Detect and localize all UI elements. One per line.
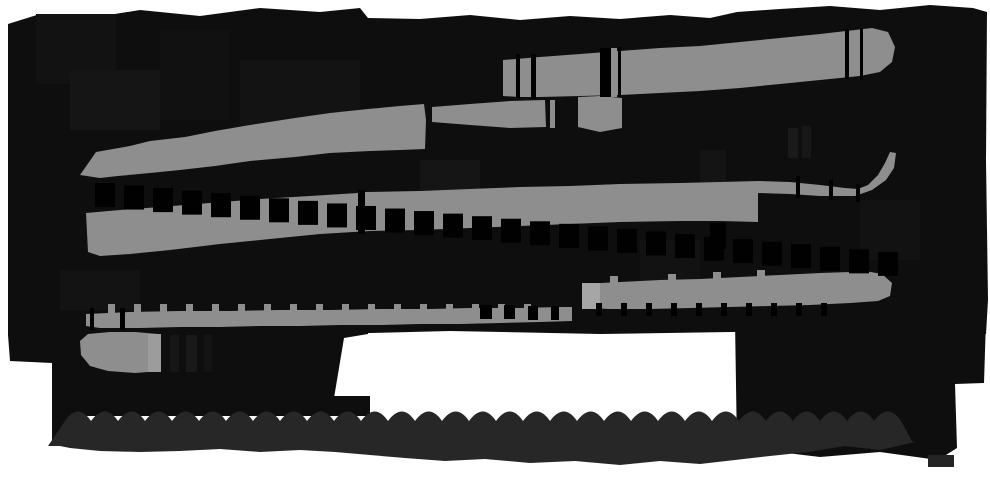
band-bottom-tick (746, 303, 752, 316)
band-accent (550, 100, 555, 128)
band-break-bar (710, 223, 726, 249)
dash-segment (124, 185, 144, 210)
band-break-bar (531, 54, 536, 99)
band-accent (610, 276, 618, 284)
band-accent (757, 270, 765, 278)
band-break-bar (796, 176, 800, 198)
dash-segment (733, 239, 753, 264)
band-break-bar (618, 47, 621, 97)
dash-segment (675, 234, 695, 259)
band-top-tick (186, 304, 193, 314)
dash-segment (762, 241, 782, 266)
dash-segment (95, 183, 115, 207)
band-break-bar (600, 48, 611, 97)
dash-segment (472, 216, 492, 241)
band-bottom-tick (721, 303, 727, 316)
band-bottom-tick (646, 303, 652, 316)
band-break-bar (120, 308, 125, 330)
band-break-bar (551, 306, 559, 320)
band-accent (668, 274, 676, 282)
band-upper-left-tail (578, 96, 622, 132)
band-break-bar (845, 29, 849, 79)
dash-segment (646, 231, 666, 256)
band-break-bar (528, 306, 538, 320)
band-top-tick (238, 304, 245, 314)
band-bottom-tick (796, 303, 802, 316)
dash-segment (414, 211, 434, 236)
dash-segment (211, 193, 231, 218)
background-texture (36, 14, 920, 372)
dash-segment (153, 188, 173, 213)
band-break-bar (856, 184, 860, 202)
dash-segment (269, 198, 289, 223)
dash-segment (240, 195, 260, 220)
band-low-left-blob (80, 332, 161, 373)
band-top-tick (134, 304, 141, 314)
band-breaks (90, 28, 863, 330)
dash-segment (559, 223, 579, 248)
band-upper-left (80, 104, 426, 178)
dash-segment (298, 200, 318, 225)
dash-segment (849, 249, 869, 274)
x-tick-label-fragment (928, 455, 954, 467)
band-middle-right-thin (758, 152, 896, 196)
band-break-bar (90, 308, 94, 330)
dash-segment (878, 251, 898, 276)
band-bottom-tick (771, 303, 777, 316)
x-tick-label-scallops (48, 411, 915, 465)
band-top-tick (394, 304, 401, 314)
dash-segment (327, 203, 347, 228)
band-top-tick (108, 304, 115, 314)
band-top-tick (368, 304, 375, 314)
band-top-tick (316, 304, 323, 314)
dash-segment (588, 226, 608, 251)
band-top-tick (342, 304, 349, 314)
dash-segment (385, 208, 405, 233)
band-accent (582, 283, 600, 309)
dash-segment (617, 228, 637, 253)
dash-segment (820, 246, 840, 271)
band-top-tick (264, 304, 271, 314)
band-lower-right (582, 271, 892, 309)
band-break-bar (480, 305, 492, 319)
band-accent (611, 48, 617, 97)
band-bottom-tick (671, 303, 677, 316)
dash-segment (443, 213, 463, 238)
dashed-line (95, 183, 898, 276)
band-top-tick (290, 304, 297, 314)
dash-segment (501, 218, 521, 243)
band-bottom-tick (596, 303, 602, 316)
band-bottom-tick (696, 303, 702, 316)
band-break-bar (516, 54, 520, 98)
band-upper-left-cont (432, 100, 546, 128)
dash-segment (791, 244, 811, 269)
band-bottom-tick (621, 303, 627, 316)
band-accent (148, 334, 161, 372)
band-top-tick (472, 304, 479, 314)
band-accent (713, 272, 721, 280)
band-break-bar (829, 180, 833, 200)
band-top-tick (160, 304, 167, 314)
x-tick-label-band (48, 411, 954, 467)
band-top-tick (420, 304, 427, 314)
dash-segment (530, 221, 550, 246)
band-top-tick (498, 304, 505, 314)
band-break-bar (358, 190, 365, 234)
band-top-tick (524, 304, 531, 314)
band-break-bar (860, 28, 863, 80)
band-top-tick (212, 304, 219, 314)
band-break-bar (504, 305, 515, 319)
band-top-tick (446, 304, 453, 314)
band-bottom-tick (821, 303, 827, 316)
dash-segment (182, 190, 202, 215)
